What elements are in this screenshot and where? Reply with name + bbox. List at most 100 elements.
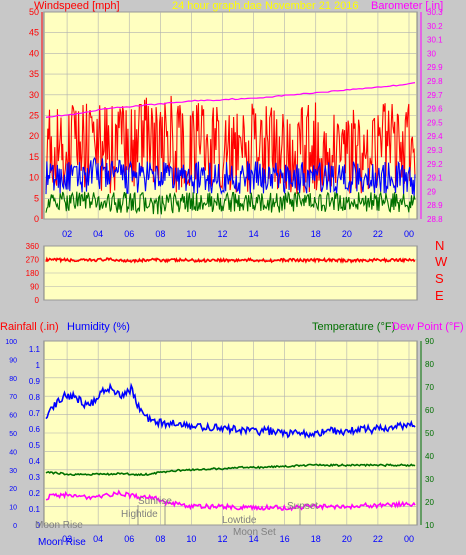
direction-series <box>45 256 416 264</box>
temperature-tick-label: 50 <box>425 429 434 438</box>
barometer-tick-label: 29.1 <box>427 174 443 183</box>
annotation-moon-set: Moon Set <box>233 527 276 538</box>
annotation-lowtide: Lowtide <box>222 515 257 526</box>
temperature-tick-label: 30 <box>425 475 434 484</box>
compass-west: W <box>435 254 448 269</box>
rainfall-tick-label: 0.6 <box>29 425 41 434</box>
barometer-tick-label: 29.8 <box>427 77 443 86</box>
wind-x-tick-label: 22 <box>373 229 383 239</box>
barometer-tick-label: 30.2 <box>427 22 443 31</box>
rainfall-tick-label: 0.9 <box>29 377 41 386</box>
direction-tick-label: 360 <box>26 242 40 251</box>
humidity-x-tick-label: 00 <box>404 534 414 544</box>
barometer-tick-label: 28.9 <box>427 201 443 210</box>
humidity-series-0 <box>45 382 416 440</box>
temperature-tick-label: 60 <box>425 406 434 415</box>
humidity-x-tick-label: 16 <box>280 534 290 544</box>
humidity-x-tick-label: 10 <box>186 534 196 544</box>
humidity-tick-label: 0 <box>13 523 17 530</box>
humidity-x-tick-label: 08 <box>155 534 165 544</box>
barometer-tick-label: 29 <box>427 187 436 196</box>
windspeed-tick-label: 50 <box>29 7 39 17</box>
barometer-axis-title: Barometer [.in] <box>371 0 444 12</box>
annotation-moon-rise-axis: Moon Rise <box>38 537 86 548</box>
temperature-tick-label: 70 <box>425 383 434 392</box>
wind-x-tick-label: 20 <box>342 229 352 239</box>
rainfall-tick-label: 0.4 <box>29 457 41 466</box>
rainfall-tick-label: 0.7 <box>29 409 41 418</box>
barometer-tick-label: 30.3 <box>427 8 443 17</box>
annotation-moon-rise-top: Moon Rise <box>35 520 83 531</box>
humidity-x-tick-label: 04 <box>93 534 103 544</box>
windspeed-tick-label: 10 <box>29 173 39 183</box>
direction-tick-label: 90 <box>30 283 39 292</box>
wind-x-tick-label: 12 <box>217 229 227 239</box>
temperature-tick-label: 40 <box>425 452 434 461</box>
barometer-tick-label: 29.4 <box>427 132 443 141</box>
windspeed-tick-label: 15 <box>29 152 39 162</box>
windspeed-tick-label: 35 <box>29 69 39 79</box>
wind-x-tick-label: 10 <box>186 229 196 239</box>
barometer-tick-label: 29.5 <box>427 118 443 127</box>
barometer-tick-label: 29.2 <box>427 160 443 169</box>
wind-barometer-chart: 0 5 10 15 20 25 30 35 40 45 50 28.8 28.9 29 29.1 29.2 29… <box>29 7 443 239</box>
wind-series-2 <box>45 190 416 215</box>
compass-north: N <box>435 238 445 253</box>
temperature-tick-label: 20 <box>425 498 434 507</box>
humidity-tick-label: 60 <box>9 413 17 420</box>
annotation-sunrise: Sunrise <box>138 496 172 507</box>
humidity-tick-label: 80 <box>9 376 17 383</box>
humidity-axis-title: Humidity (%) <box>67 321 130 333</box>
barometer-series <box>45 82 416 118</box>
rainfall-tick-label: 0.3 <box>29 473 41 482</box>
humidity-series-2 <box>45 489 416 512</box>
rainfall-tick-label: 0 <box>36 521 41 530</box>
barometer-tick-label: 30 <box>427 49 436 58</box>
humidity-x-tick-label: 18 <box>311 534 321 544</box>
windspeed-tick-label: 25 <box>29 111 39 121</box>
windspeed-tick-label: 0 <box>34 214 39 224</box>
compass-east: E <box>435 288 444 303</box>
humidity-x-tick-label: 14 <box>249 534 259 544</box>
rainfall-tick-label: 1.1 <box>29 345 41 354</box>
humidity-tick-label: 30 <box>9 468 17 475</box>
dew-point-axis-title: Dew Point (°F) <box>392 321 464 333</box>
windspeed-tick-label: 20 <box>29 131 39 141</box>
wind-x-tick-label: 16 <box>280 229 290 239</box>
barometer-tick-label: 29.9 <box>427 63 443 72</box>
temperature-axis-title: Temperature (°F) <box>312 321 396 333</box>
wind-x-tick-label: 06 <box>124 229 134 239</box>
rainfall-tick-label: 0.2 <box>29 489 41 498</box>
humidity-temperature-chart: 010203040506070809010000.10.20.30.40.50.… <box>5 337 434 544</box>
windspeed-tick-label: 30 <box>29 90 39 100</box>
rainfall-tick-label: 0.1 <box>29 505 41 514</box>
wind-x-tick-label: 02 <box>62 229 72 239</box>
humidity-x-tick-label: 06 <box>124 534 134 544</box>
humidity-tick-label: 100 <box>5 339 17 346</box>
wind-x-tick-label: 04 <box>93 229 103 239</box>
barometer-tick-label: 30.1 <box>427 36 443 45</box>
barometer-tick-label: 29.7 <box>427 91 443 100</box>
humidity-x-tick-label: 22 <box>373 534 383 544</box>
temperature-tick-label: 80 <box>425 360 434 369</box>
annotation-hightide: Hightide <box>121 509 158 520</box>
barometer-tick-label: 29.6 <box>427 105 443 114</box>
annotation-sunset: Sunset <box>287 501 319 512</box>
barometer-tick-label: 28.8 <box>427 215 443 224</box>
humidity-x-tick-label: 20 <box>342 534 352 544</box>
humidity-tick-label: 40 <box>9 449 17 456</box>
wind-x-tick-label: 08 <box>155 229 165 239</box>
rainfall-tick-label: 1 <box>36 361 41 370</box>
graph-title: 24 hour graph.dae November 21 2016 <box>172 0 359 12</box>
rainfall-axis-title: Rainfall (.in) <box>0 321 59 333</box>
humidity-tick-label: 20 <box>9 486 17 493</box>
barometer-tick-label: 29.3 <box>427 146 443 155</box>
wind-x-tick-label: 18 <box>311 229 321 239</box>
wind-direction-chart: 0 90 180 270 360 <box>26 242 418 305</box>
windspeed-tick-label: 45 <box>29 28 39 38</box>
humidity-series-1 <box>45 463 416 477</box>
compass-south: S <box>435 271 444 286</box>
wind-series-1 <box>45 156 416 198</box>
direction-tick-label: 180 <box>26 269 40 278</box>
